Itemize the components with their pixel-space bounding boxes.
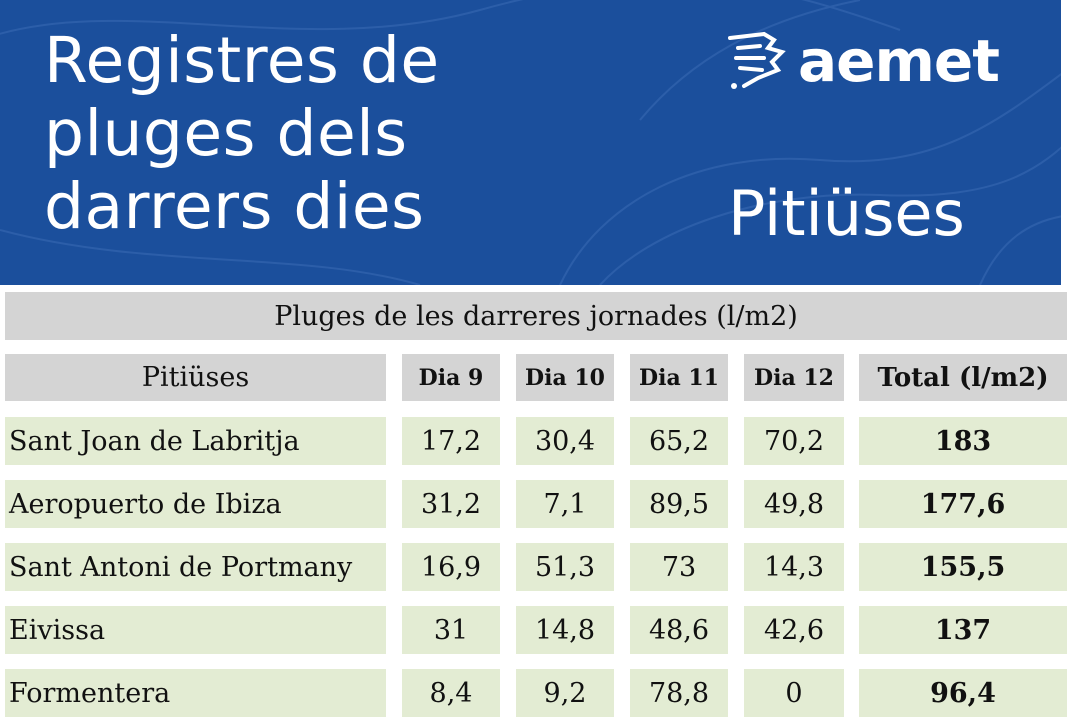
station-name: Formentera xyxy=(5,669,386,717)
rainfall-value: 0 xyxy=(744,669,844,717)
aemet-logo: aemet xyxy=(724,27,1000,95)
rainfall-value: 70,2 xyxy=(744,417,844,465)
rainfall-value: 14,8 xyxy=(516,606,614,654)
rainfall-total: 177,6 xyxy=(859,480,1067,528)
rainfall-value: 14,3 xyxy=(744,543,844,591)
station-name: Eivissa xyxy=(5,606,386,654)
rainfall-value: 42,6 xyxy=(744,606,844,654)
rainfall-value: 78,8 xyxy=(630,669,728,717)
rainfall-value: 8,4 xyxy=(402,669,500,717)
column-header-total: Total (l/m2) xyxy=(859,354,1067,401)
column-header-day: Dia 11 xyxy=(630,354,728,401)
rainfall-value: 31 xyxy=(402,606,500,654)
rainfall-total: 183 xyxy=(859,417,1067,465)
rainfall-value: 49,8 xyxy=(744,480,844,528)
rainfall-value: 65,2 xyxy=(630,417,728,465)
decorative-contour-lines xyxy=(0,0,1061,285)
rainfall-value: 89,5 xyxy=(630,480,728,528)
station-name: Aeropuerto de Ibiza xyxy=(5,480,386,528)
banner-title: Registres de pluges dels darrers dies xyxy=(44,24,440,243)
header-banner: Registres de pluges dels darrers dies ae… xyxy=(0,0,1061,285)
rainfall-value: 17,2 xyxy=(402,417,500,465)
aemet-logo-icon xyxy=(728,31,786,89)
rainfall-value: 48,6 xyxy=(630,606,728,654)
station-name: Sant Antoni de Portmany xyxy=(5,543,386,591)
rainfall-value: 16,9 xyxy=(402,543,500,591)
rainfall-total: 137 xyxy=(859,606,1067,654)
column-header-day: Dia 12 xyxy=(744,354,844,401)
rainfall-value: 7,1 xyxy=(516,480,614,528)
banner-title-line: Registres de xyxy=(44,24,440,97)
rainfall-total: 96,4 xyxy=(859,669,1067,717)
rainfall-value: 31,2 xyxy=(402,480,500,528)
column-header-day: Dia 9 xyxy=(402,354,500,401)
aemet-logo-text: aemet xyxy=(798,27,1000,95)
rainfall-value: 9,2 xyxy=(516,669,614,717)
rainfall-table: Pluges de les darreres jornades (l/m2) P… xyxy=(0,292,1073,727)
banner-title-line: darrers dies xyxy=(44,170,425,243)
column-header-station: Pitiüses xyxy=(5,354,386,401)
banner-title-line: pluges dels xyxy=(44,97,408,170)
region-label: Pitiüses xyxy=(728,177,965,250)
column-header-day: Dia 10 xyxy=(516,354,614,401)
station-name: Sant Joan de Labritja xyxy=(5,417,386,465)
rainfall-value: 30,4 xyxy=(516,417,614,465)
rainfall-value: 51,3 xyxy=(516,543,614,591)
table-caption: Pluges de les darreres jornades (l/m2) xyxy=(5,292,1067,340)
rainfall-total: 155,5 xyxy=(859,543,1067,591)
rainfall-value: 73 xyxy=(630,543,728,591)
